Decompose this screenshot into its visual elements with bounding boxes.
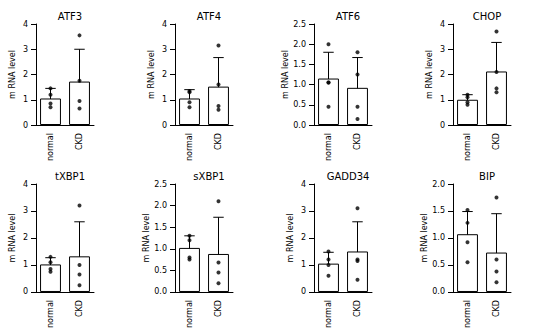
svg-text:CKD: CKD bbox=[353, 133, 362, 150]
svg-text:m RNA level: m RNA level bbox=[425, 50, 434, 99]
svg-text:tXBP1: tXBP1 bbox=[55, 171, 85, 182]
svg-text:3: 3 bbox=[162, 45, 167, 54]
svg-text:ATF4: ATF4 bbox=[197, 11, 221, 22]
svg-text:CHOP: CHOP bbox=[473, 11, 501, 22]
svg-text:2.5: 2.5 bbox=[154, 180, 167, 189]
svg-text:CKD: CKD bbox=[353, 300, 362, 317]
svg-text:0: 0 bbox=[440, 121, 445, 130]
svg-text:CKD: CKD bbox=[492, 300, 501, 317]
svg-text:normal: normal bbox=[324, 300, 333, 328]
svg-text:1.5: 1.5 bbox=[432, 206, 445, 215]
svg-text:GADD34: GADD34 bbox=[327, 171, 370, 182]
svg-text:3: 3 bbox=[301, 206, 306, 215]
svg-text:m RNA level: m RNA level bbox=[142, 214, 151, 263]
svg-text:0.0: 0.0 bbox=[432, 287, 445, 296]
svg-text:m RNA level: m RNA level bbox=[286, 214, 295, 263]
svg-text:normal: normal bbox=[185, 300, 194, 328]
svg-text:2: 2 bbox=[23, 70, 28, 79]
svg-text:CKD: CKD bbox=[214, 300, 223, 317]
svg-text:0: 0 bbox=[23, 287, 28, 296]
svg-text:CKD: CKD bbox=[492, 133, 501, 150]
svg-text:2.5: 2.5 bbox=[293, 20, 306, 29]
svg-text:m RNA level: m RNA level bbox=[8, 214, 17, 263]
svg-text:3: 3 bbox=[440, 45, 445, 54]
svg-text:0: 0 bbox=[162, 121, 167, 130]
svg-text:0: 0 bbox=[301, 287, 306, 296]
svg-text:2: 2 bbox=[23, 233, 28, 242]
svg-text:1.0: 1.0 bbox=[293, 80, 306, 89]
svg-text:CKD: CKD bbox=[75, 300, 84, 317]
svg-text:1: 1 bbox=[23, 260, 28, 269]
svg-text:1: 1 bbox=[162, 95, 167, 104]
svg-text:2: 2 bbox=[440, 70, 445, 79]
svg-text:m RNA level: m RNA level bbox=[8, 50, 17, 99]
svg-text:m RNA level: m RNA level bbox=[420, 214, 429, 263]
svg-text:4: 4 bbox=[162, 20, 167, 29]
svg-text:4: 4 bbox=[23, 180, 28, 189]
svg-text:3: 3 bbox=[23, 206, 28, 215]
svg-text:normal: normal bbox=[46, 300, 55, 328]
svg-text:3: 3 bbox=[23, 45, 28, 54]
svg-text:2: 2 bbox=[162, 70, 167, 79]
svg-text:normal: normal bbox=[324, 133, 333, 161]
svg-text:0.0: 0.0 bbox=[154, 287, 167, 296]
svg-text:1.5: 1.5 bbox=[293, 60, 306, 69]
svg-text:1.0: 1.0 bbox=[432, 233, 445, 242]
svg-text:normal: normal bbox=[463, 300, 472, 328]
svg-text:ATF3: ATF3 bbox=[58, 11, 82, 22]
svg-text:1.5: 1.5 bbox=[154, 223, 167, 232]
svg-text:m RNA level: m RNA level bbox=[281, 50, 290, 99]
svg-text:2.0: 2.0 bbox=[293, 40, 306, 49]
svg-text:1: 1 bbox=[23, 95, 28, 104]
svg-text:2: 2 bbox=[301, 233, 306, 242]
svg-text:4: 4 bbox=[301, 180, 306, 189]
svg-text:2.0: 2.0 bbox=[432, 180, 445, 189]
svg-text:ATF6: ATF6 bbox=[336, 11, 360, 22]
svg-text:2.0: 2.0 bbox=[154, 201, 167, 210]
svg-text:0.5: 0.5 bbox=[154, 266, 167, 275]
svg-text:1: 1 bbox=[440, 95, 445, 104]
svg-text:4: 4 bbox=[23, 20, 28, 29]
svg-text:normal: normal bbox=[463, 133, 472, 161]
svg-text:normal: normal bbox=[46, 133, 55, 161]
svg-text:CKD: CKD bbox=[75, 133, 84, 150]
svg-text:4: 4 bbox=[440, 20, 445, 29]
svg-text:0.5: 0.5 bbox=[293, 100, 306, 109]
svg-text:m RNA level: m RNA level bbox=[147, 50, 156, 99]
svg-text:CKD: CKD bbox=[214, 133, 223, 150]
svg-text:normal: normal bbox=[185, 133, 194, 161]
svg-text:1: 1 bbox=[301, 260, 306, 269]
svg-text:sXBP1: sXBP1 bbox=[193, 171, 224, 182]
svg-text:BIP: BIP bbox=[479, 171, 495, 182]
svg-text:0: 0 bbox=[23, 121, 28, 130]
svg-text:0.0: 0.0 bbox=[293, 121, 306, 130]
svg-text:1.0: 1.0 bbox=[154, 244, 167, 253]
svg-text:0.5: 0.5 bbox=[432, 260, 445, 269]
